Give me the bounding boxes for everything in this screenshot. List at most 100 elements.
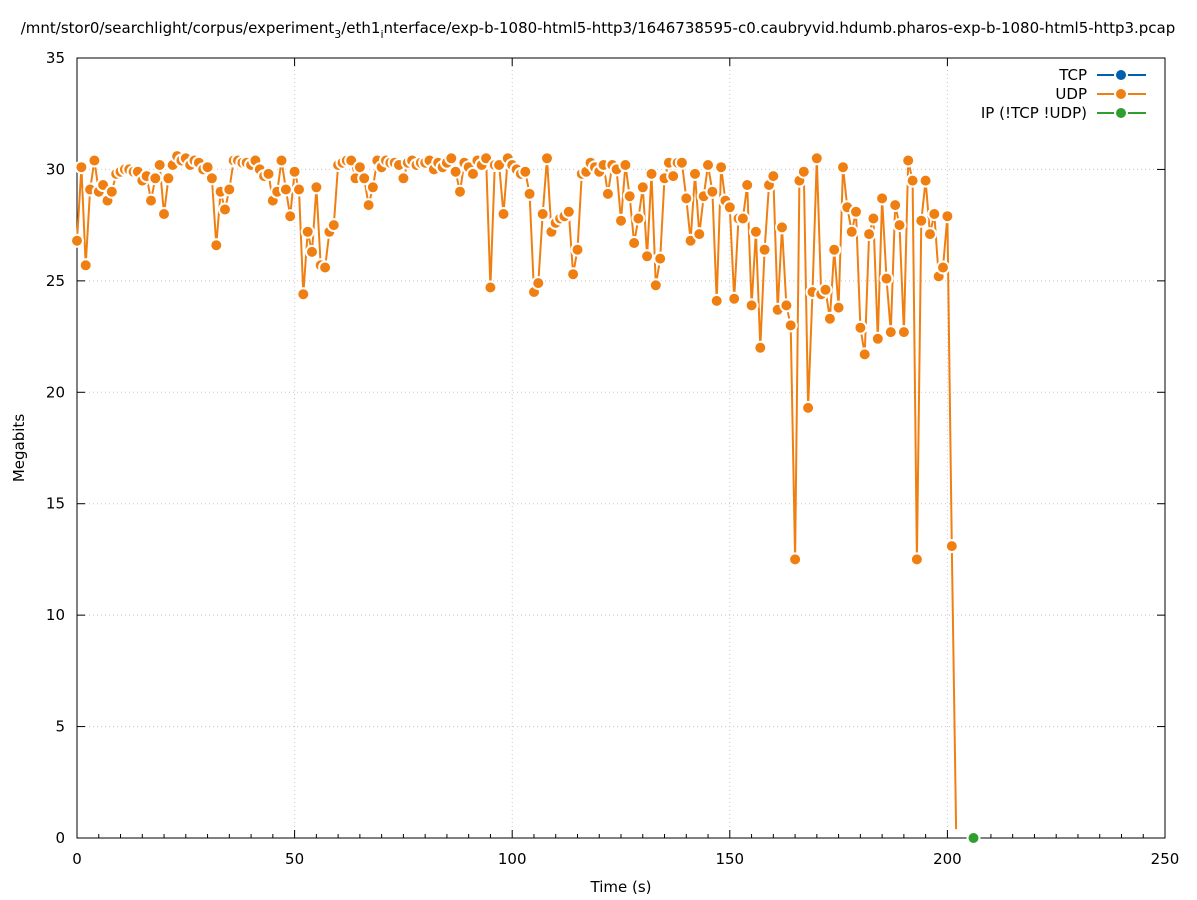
axes	[76, 57, 1166, 839]
data-point	[744, 298, 759, 313]
data-point	[104, 184, 119, 199]
data-point	[296, 287, 311, 302]
x-tick-label: 200	[933, 850, 962, 868]
data-point	[357, 171, 372, 186]
legend-marker	[1114, 68, 1128, 82]
plot-border	[76, 57, 1166, 839]
data-point	[888, 198, 903, 213]
legend-item: TCP	[1058, 66, 1146, 84]
data-point	[735, 211, 750, 226]
data-point	[496, 207, 511, 221]
title-sub-2: i	[380, 28, 383, 41]
data-point	[518, 164, 533, 179]
title-part-b: /eth1	[341, 19, 380, 37]
data-point	[883, 325, 898, 340]
data-point	[318, 260, 333, 275]
data-point	[748, 224, 763, 239]
data-point	[757, 242, 772, 257]
data-point	[809, 151, 824, 166]
data-point	[892, 218, 907, 233]
data-point	[614, 213, 628, 228]
x-tick-label: 150	[715, 850, 744, 868]
data-point	[705, 184, 720, 199]
y-tick-label: 35	[46, 49, 65, 67]
data-point	[849, 204, 863, 219]
data-point	[918, 173, 933, 188]
data-point	[300, 224, 315, 239]
data-point	[866, 211, 881, 226]
data-point	[766, 169, 781, 184]
data-point	[161, 171, 176, 186]
data-point	[570, 242, 585, 257]
data-point	[688, 166, 702, 181]
data-point	[788, 552, 803, 567]
data-series	[70, 149, 981, 845]
grid-lines	[77, 58, 1165, 838]
data-point	[709, 293, 724, 308]
data-point	[635, 180, 650, 195]
data-point	[796, 164, 811, 179]
data-point	[944, 539, 959, 554]
data-point	[283, 209, 298, 224]
data-point	[287, 164, 302, 179]
data-point	[622, 189, 637, 204]
data-point	[644, 166, 659, 181]
data-point	[326, 218, 341, 233]
title-part-c: nterface/exp-b-1080-html5-http3/16467385…	[384, 19, 1176, 37]
data-point	[862, 227, 877, 242]
data-point	[396, 171, 411, 186]
y-tick-label: 0	[55, 829, 65, 847]
data-point	[74, 160, 89, 175]
data-point	[653, 251, 668, 266]
data-point	[783, 318, 798, 333]
data-point	[927, 207, 942, 221]
data-point	[648, 278, 663, 293]
data-point	[966, 831, 981, 845]
legend-item: IP (!TCP !UDP)	[981, 104, 1146, 122]
legend-marker	[1114, 87, 1128, 101]
data-point	[879, 271, 894, 286]
data-point	[666, 169, 681, 184]
data-point	[909, 552, 924, 567]
x-tick-label: 100	[498, 850, 527, 868]
data-point	[448, 164, 463, 179]
data-point	[914, 213, 929, 228]
y-tick-label: 30	[46, 160, 65, 178]
y-tick-label: 15	[46, 495, 65, 513]
data-point	[827, 242, 842, 257]
data-point	[152, 158, 167, 172]
data-point	[722, 200, 737, 215]
data-point	[618, 158, 633, 172]
chart-title: /mnt/stor0/searchlight/corpus/experiment…	[21, 19, 1176, 41]
data-point	[148, 171, 163, 186]
data-point	[222, 182, 237, 197]
data-point	[779, 298, 794, 313]
x-tick-label: 50	[285, 850, 304, 868]
data-point	[674, 155, 689, 170]
data-point	[940, 209, 955, 224]
data-point	[78, 258, 93, 273]
x-tick-label: 0	[72, 850, 82, 868]
data-point	[292, 182, 306, 197]
data-point	[901, 153, 916, 168]
data-point	[261, 166, 276, 181]
data-point	[466, 166, 480, 181]
data-point	[204, 171, 219, 186]
data-point	[870, 331, 885, 346]
series-udp	[70, 149, 959, 830]
data-point	[818, 282, 833, 297]
data-point	[836, 160, 850, 175]
data-point	[936, 260, 950, 275]
data-point	[896, 325, 911, 340]
data-point	[831, 300, 846, 315]
data-point	[305, 244, 319, 259]
data-point	[566, 267, 581, 282]
data-point	[775, 220, 789, 235]
data-point	[87, 153, 102, 168]
data-point	[640, 249, 655, 264]
series-line	[76, 155, 958, 830]
svg-text:/mnt/stor0/searchlight/corpus/: /mnt/stor0/searchlight/corpus/experiment…	[21, 19, 1176, 41]
y-tick-label: 25	[46, 272, 65, 290]
data-point	[822, 311, 837, 326]
